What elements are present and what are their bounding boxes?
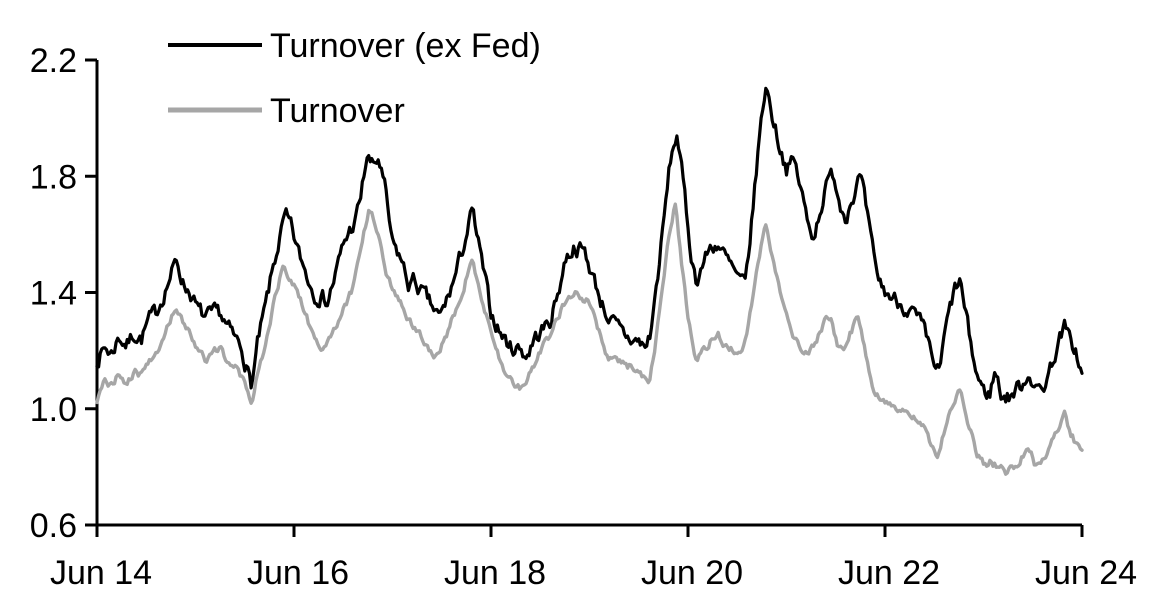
series-line-turnover-ex-fed bbox=[95, 86, 1084, 404]
x-tick-label: Jun 20 bbox=[641, 554, 743, 592]
y-tick-label: 0.6 bbox=[30, 507, 77, 545]
legend: Turnover (ex Fed) Turnover bbox=[168, 27, 541, 130]
x-tick-label: Jun 16 bbox=[247, 554, 349, 592]
y-tick-label: 2.2 bbox=[30, 42, 77, 80]
x-tick-label: Jun 22 bbox=[838, 554, 940, 592]
x-tick-label: Jun 14 bbox=[50, 554, 152, 592]
series-lines bbox=[95, 86, 1084, 476]
series-line-turnover bbox=[95, 202, 1084, 476]
legend-label-turnover-ex-fed: Turnover (ex Fed) bbox=[270, 27, 541, 65]
axes: 0.6 1.0 1.4 1.8 2.2 Jun 14 Jun 16 Jun 18 Jun 20 J… bbox=[30, 42, 1137, 592]
y-tick-label: 1.4 bbox=[30, 275, 77, 313]
x-tick-label: Jun 18 bbox=[444, 554, 546, 592]
legend-label-turnover: Turnover bbox=[270, 92, 405, 130]
x-tick-label: Jun 24 bbox=[1035, 554, 1137, 592]
y-tick-label: 1.0 bbox=[30, 391, 77, 429]
y-tick-label: 1.8 bbox=[30, 158, 77, 196]
